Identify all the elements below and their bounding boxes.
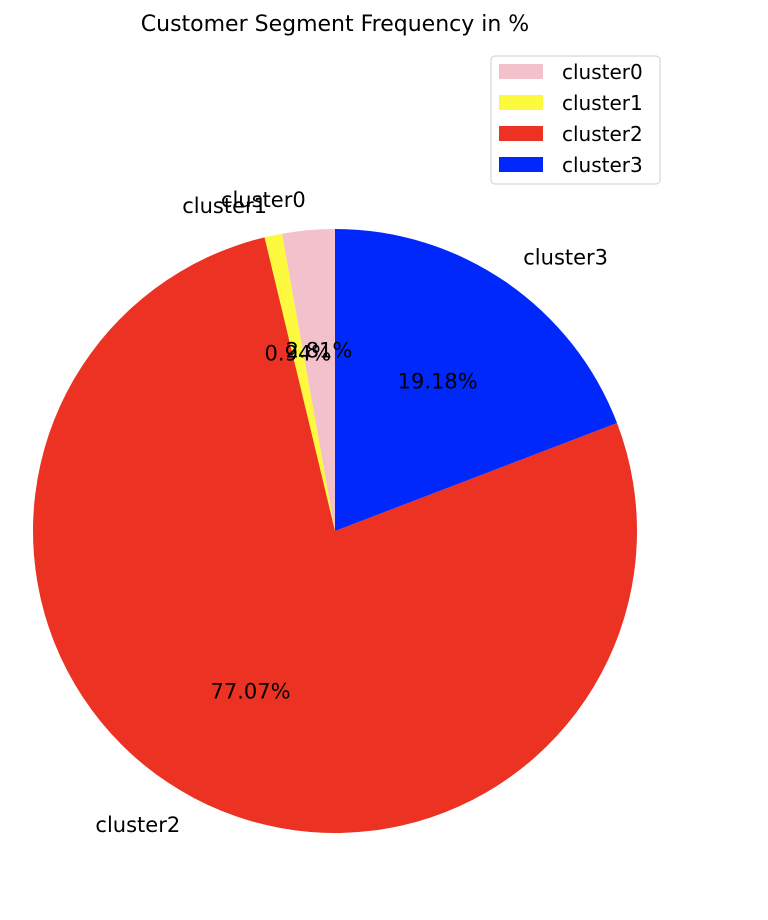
percent-label-cluster1: 0.94% [265, 342, 332, 366]
legend-label-cluster1: cluster1 [562, 91, 643, 115]
legend-swatch-cluster0 [499, 64, 543, 79]
legend-swatch-cluster3 [499, 157, 543, 172]
percent-labels-layer: 2.81%0.94% 77.07% 19.18% [211, 339, 478, 704]
legend-label-cluster2: cluster2 [562, 122, 643, 146]
percent-label-cluster2: 77.07% [211, 679, 291, 703]
slice-label-cluster0: cluster0 [221, 188, 306, 212]
legend-frame [490, 55, 661, 185]
slice-label-cluster2: cluster2 [95, 813, 180, 837]
chart-title: Customer Segment Frequency in % [141, 12, 529, 37]
pie-slice-cluster3 [335, 229, 618, 531]
slice-label-cluster1: cluster1 [182, 194, 267, 218]
legend-label-cluster3: cluster3 [562, 153, 643, 177]
pie-slice-cluster1 [264, 233, 335, 532]
legend-label-cluster0: cluster0 [562, 60, 643, 84]
slice-label-cluster3: cluster3 [523, 245, 608, 269]
percent-label-cluster3: 19.18% [398, 370, 478, 394]
legend-swatch-cluster2 [499, 126, 543, 141]
legend: cluster0 cluster1 cluster2 cluster3 [490, 55, 661, 185]
percent-label-cluster0: 2.81% [286, 339, 353, 363]
pie-slice-cluster2 [33, 237, 638, 833]
pie-slice-cluster0 [281, 229, 335, 531]
slices-layer [33, 229, 638, 833]
legend-swatch-cluster1 [499, 95, 543, 110]
